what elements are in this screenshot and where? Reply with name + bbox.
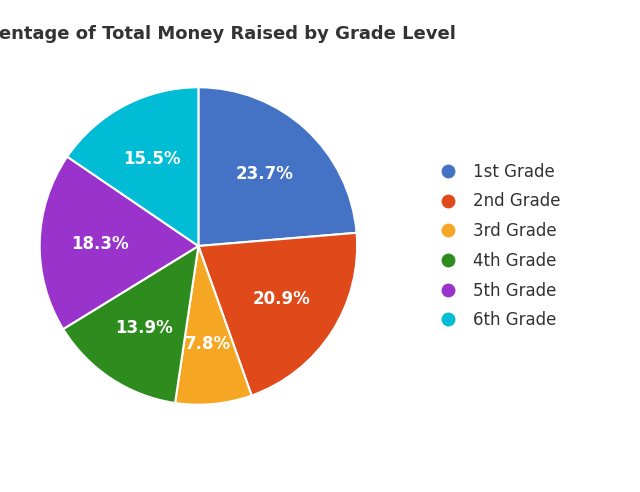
Wedge shape — [175, 246, 252, 405]
Text: 18.3%: 18.3% — [71, 235, 129, 253]
Text: 20.9%: 20.9% — [252, 290, 310, 308]
Wedge shape — [198, 87, 356, 246]
Legend: 1st Grade, 2nd Grade, 3rd Grade, 4th Grade, 5th Grade, 6th Grade: 1st Grade, 2nd Grade, 3rd Grade, 4th Gra… — [425, 156, 568, 336]
Text: 15.5%: 15.5% — [124, 150, 181, 168]
Wedge shape — [40, 156, 198, 329]
Text: 7.8%: 7.8% — [185, 335, 231, 353]
Wedge shape — [67, 87, 198, 246]
Text: 13.9%: 13.9% — [115, 319, 173, 337]
Text: 23.7%: 23.7% — [236, 165, 294, 183]
Text: Percentage of Total Money Raised by Grade Level: Percentage of Total Money Raised by Grad… — [0, 25, 456, 43]
Wedge shape — [198, 233, 357, 396]
Wedge shape — [63, 246, 198, 403]
